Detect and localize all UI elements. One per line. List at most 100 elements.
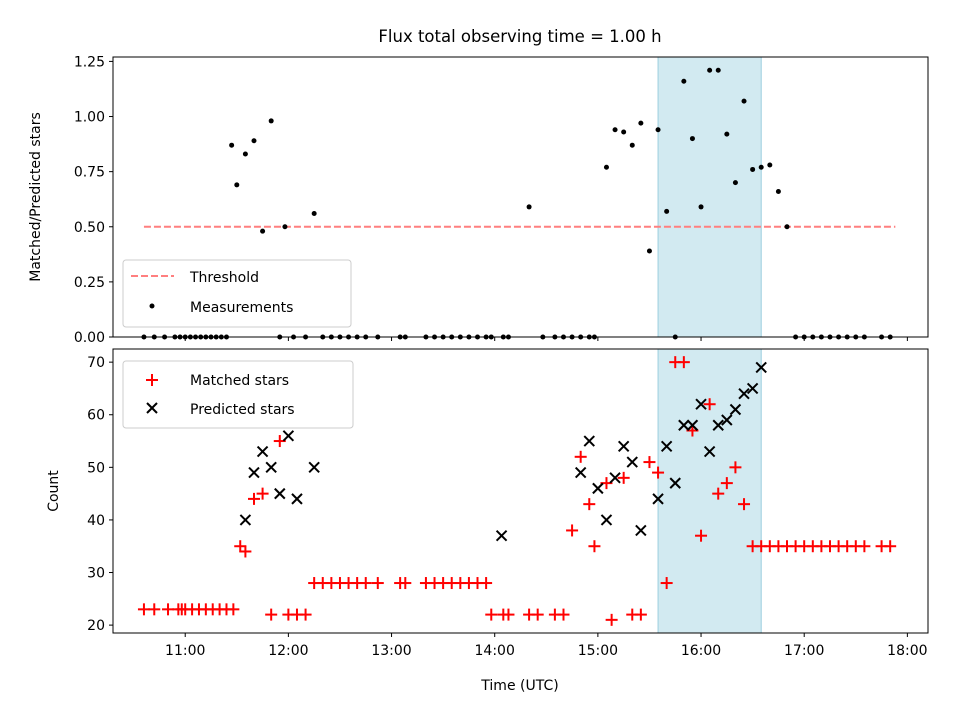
matched-star-point — [574, 450, 587, 463]
legend-measurements-label: Measurements — [190, 300, 293, 316]
measurement-point — [664, 208, 670, 214]
x-tick-label: 15:00 — [578, 643, 618, 659]
measurement-point — [681, 78, 687, 84]
matched-star-point — [137, 603, 150, 616]
bottom-y-tick-label: 70 — [87, 355, 105, 371]
matched-star-point — [643, 456, 656, 469]
matched-star-point — [588, 540, 601, 553]
predicted-star-point — [239, 514, 252, 526]
predicted-star-point — [660, 440, 673, 453]
matched-star-point — [359, 577, 372, 590]
top-y-tick-label: 0.75 — [74, 165, 105, 181]
measurement-point — [229, 142, 235, 148]
predicted-star-point — [703, 445, 716, 458]
x-tick-label: 17:00 — [784, 643, 824, 659]
bottom-y-axis-label: Count — [46, 470, 62, 512]
predicted-star-point — [626, 456, 638, 468]
x-tick-label: 11:00 — [165, 643, 205, 659]
predicted-star-point — [617, 440, 630, 453]
matched-star-point — [227, 603, 240, 616]
measurement-point — [621, 129, 627, 135]
measurement-point — [242, 151, 248, 157]
measurement-point — [603, 164, 609, 170]
top-y-tick-label: 0.50 — [74, 220, 105, 236]
x-tick-label: 14:00 — [475, 643, 515, 659]
measurement-point — [526, 204, 532, 210]
measurement-point — [251, 138, 257, 144]
matched-star-point — [399, 577, 412, 590]
predicted-star-point — [495, 529, 508, 542]
predicted-star-point — [583, 435, 595, 447]
predicted-star-point — [721, 414, 733, 426]
legend-predicted-swatch — [146, 402, 158, 414]
matched-star-point — [557, 608, 570, 621]
x-tick-label: 16:00 — [681, 643, 721, 659]
matched-star-point — [652, 466, 665, 479]
matched-star-point — [247, 492, 260, 505]
predicted-star-point — [738, 387, 750, 400]
x-tick-label: 13:00 — [371, 643, 411, 659]
predicted-star-point — [308, 461, 320, 474]
matched-star-point — [256, 487, 269, 500]
measurement-point — [732, 180, 738, 186]
measurement-point — [698, 204, 704, 210]
matched-star-point — [712, 487, 725, 500]
predicted-star-point — [609, 472, 621, 484]
matched-star-point — [148, 603, 161, 616]
matched-star-point — [485, 608, 498, 621]
matched-star-point — [531, 608, 544, 621]
matched-star-point — [234, 540, 247, 553]
measurement-point — [282, 224, 288, 230]
bottom-y-tick-label: 20 — [87, 618, 105, 634]
matched-star-point — [703, 398, 716, 411]
matched-star-point — [738, 498, 751, 511]
matched-star-point — [634, 608, 647, 621]
matched-star-point — [858, 540, 871, 553]
predicted-star-point — [686, 419, 699, 431]
measurement-point — [767, 162, 773, 168]
legend-matched-swatch — [146, 374, 158, 386]
matched-star-point — [695, 529, 708, 542]
top-plot-frame — [112, 56, 929, 338]
predicted-star-point — [291, 493, 303, 505]
measurement-point — [646, 248, 652, 254]
matched-star-point — [480, 577, 493, 590]
predicted-star-point — [746, 382, 759, 395]
matched-star-point — [162, 603, 175, 616]
measurement-point — [724, 131, 730, 137]
matched-star-point — [239, 545, 252, 558]
predicted-star-point — [600, 514, 613, 526]
measurement-point — [311, 211, 317, 217]
bottom-y-tick-label: 40 — [87, 513, 105, 529]
matched-star-point — [502, 608, 515, 621]
measurement-point — [655, 127, 661, 133]
measurement-point — [612, 127, 618, 133]
predicted-star-point — [712, 419, 724, 431]
matched-star-point — [265, 608, 278, 621]
matched-star-point — [583, 498, 596, 511]
top-y-tick-label: 1.25 — [74, 54, 105, 70]
bottom-plot-frame — [112, 348, 929, 634]
bottom-y-tick-label: 60 — [87, 408, 105, 424]
measurement-point — [629, 142, 635, 148]
legend-threshold-label: Threshold — [189, 270, 259, 286]
top-y-axis-label: Matched/Predicted stars — [28, 112, 44, 282]
x-axis-label: Time (UTC) — [480, 678, 558, 694]
x-tick-label: 18:00 — [887, 643, 927, 659]
top-y-tick-label: 1.00 — [74, 110, 105, 126]
matched-star-point — [677, 356, 690, 369]
predicted-star-point — [256, 445, 269, 458]
matched-star-point — [660, 577, 673, 590]
top-y-tick-label: 0.25 — [74, 275, 105, 291]
measurement-point — [741, 98, 747, 104]
matched-star-point — [566, 524, 579, 537]
measurement-point — [234, 182, 240, 188]
predicted-star-point — [574, 466, 587, 479]
measurement-point — [268, 118, 274, 124]
matched-star-point — [720, 477, 733, 490]
bottom-y-tick-label: 30 — [87, 566, 105, 582]
chart-title: Flux total observing time = 1.00 h — [378, 27, 661, 46]
top-y-tick-label: 0.00 — [74, 330, 105, 346]
measurement-point — [775, 188, 781, 194]
predicted-star-point — [678, 419, 690, 431]
